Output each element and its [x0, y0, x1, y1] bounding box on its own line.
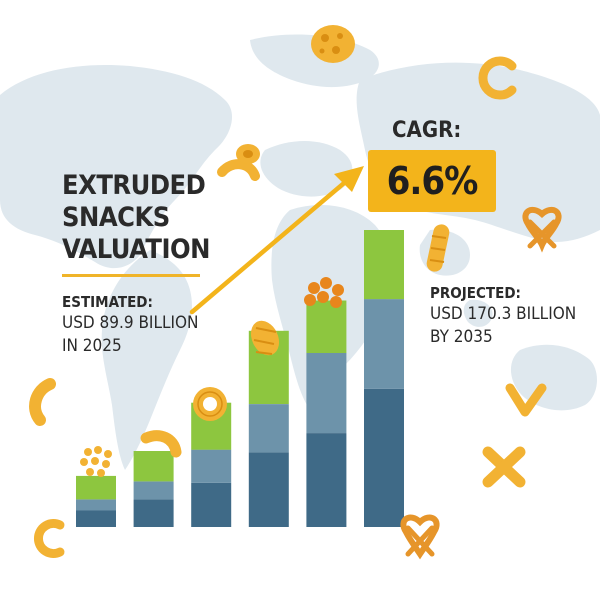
dot-cluster-icon — [80, 446, 112, 477]
bar-4-segment-2 — [248, 404, 289, 453]
bar-5-segment-3 — [306, 300, 347, 353]
bar-5-segment-1 — [306, 433, 347, 527]
trend-arrow-line — [189, 175, 353, 315]
bar-2-segment-1 — [133, 499, 174, 527]
bar-1-segment-2 — [76, 499, 116, 511]
pretzel-bottom-icon — [400, 514, 440, 560]
bar-5-segment-2 — [306, 352, 347, 433]
corn-puff-icon — [426, 224, 450, 272]
infographic-title: EXTRUDED SNACKS VALUATION — [62, 170, 262, 266]
elbow-macaroni-icon — [140, 430, 182, 458]
bar-2-segment-2 — [133, 481, 174, 500]
bar-3-segment-1 — [191, 482, 232, 527]
macaroni-icon — [217, 144, 260, 181]
title-line-2: SNACKS — [62, 202, 170, 233]
bar-2-segment-3 — [133, 451, 174, 482]
rotini-icon — [250, 320, 280, 356]
projected-label: PROJECTED: — [430, 284, 521, 302]
c-macaroni-left-icon — [29, 378, 56, 426]
estimated-label: ESTIMATED: — [62, 293, 153, 311]
estimated-block: ESTIMATED: USD 89.9 BILLION IN 2025 — [62, 292, 262, 358]
bar-6-segment-2 — [364, 299, 404, 389]
estimated-year: IN 2025 — [62, 336, 122, 356]
bar-1-segment-1 — [76, 510, 116, 527]
trend-arrow — [189, 166, 364, 315]
title-line-1: EXTRUDED — [62, 170, 206, 201]
title-line-3: VALUATION — [62, 234, 210, 265]
snack-ball-cluster-icon — [304, 277, 344, 308]
bar-4-segment-1 — [248, 452, 289, 527]
title-underline — [62, 274, 200, 277]
cross-snack-icon — [482, 446, 526, 488]
bar-1-segment-3 — [76, 475, 116, 500]
c-ring-bottom-icon — [34, 519, 65, 558]
estimated-value: USD 89.9 BILLION — [62, 313, 199, 333]
bar-3-segment-2 — [191, 449, 232, 483]
cheese-puff-icon — [311, 25, 355, 63]
pretzel-icon — [522, 207, 562, 253]
bar-6-segment-3 — [364, 230, 404, 300]
bar-6-segment-1 — [364, 388, 404, 527]
v-snack-icon — [505, 383, 547, 417]
projected-year: BY 2035 — [430, 327, 493, 347]
projected-block: PROJECTED: USD 170.3 BILLION BY 2035 — [430, 283, 600, 349]
c-ring-icon — [478, 56, 517, 100]
cagr-label: CAGR: — [392, 118, 462, 143]
cagr-value: 6.6% — [386, 159, 479, 203]
bars-group — [76, 230, 404, 527]
wheel-snack-icon — [193, 387, 227, 421]
projected-value: USD 170.3 BILLION — [430, 304, 577, 324]
cagr-badge: 6.6% — [368, 150, 496, 212]
trend-arrow-head — [334, 166, 364, 192]
